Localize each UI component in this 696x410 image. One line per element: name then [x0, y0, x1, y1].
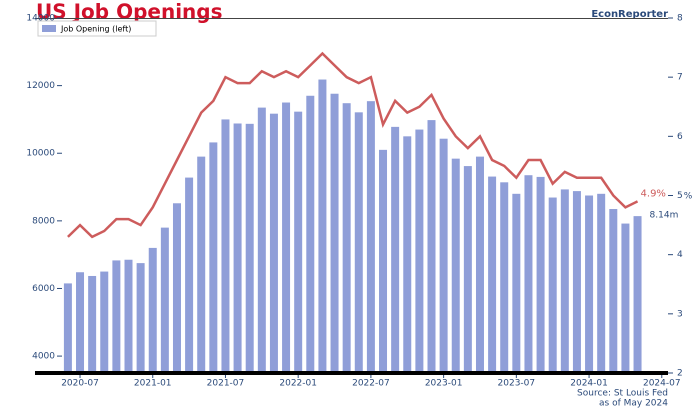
bar: [148, 247, 157, 373]
y-tick-label: 14000: [26, 14, 55, 24]
bar: [245, 123, 254, 373]
bar: [560, 189, 569, 373]
bar: [488, 176, 497, 373]
bar: [269, 113, 278, 373]
bar: [294, 111, 303, 374]
bar: [63, 283, 72, 373]
x-tick-label: 2023-07: [498, 379, 536, 389]
legend-swatch: [42, 25, 56, 32]
bar: [172, 203, 181, 373]
data-label: 8.14m: [650, 211, 679, 221]
bar: [185, 177, 194, 373]
y-tick-label: 4000: [32, 352, 55, 362]
bar: [282, 102, 291, 374]
source: Source: St Louis Fed: [577, 389, 668, 399]
y-tick-label: 8000: [32, 216, 55, 226]
bar: [76, 272, 85, 373]
bar: [197, 156, 206, 373]
x-tick-label: 2023-01: [425, 379, 463, 389]
data-label: 4.9%: [641, 188, 666, 199]
y2-tick-label: 3: [677, 309, 683, 319]
bar: [318, 79, 327, 374]
bar: [512, 193, 521, 373]
x-tick-label: 2024-07: [643, 379, 681, 389]
y2-tick-label: 5: [677, 191, 683, 201]
bar: [209, 142, 218, 373]
bar: [136, 263, 145, 373]
bar: [342, 103, 351, 373]
y2-tick-label: 6: [677, 132, 683, 142]
bar: [633, 216, 642, 373]
x-tick-label: 2020-07: [61, 379, 99, 389]
bar: [500, 182, 509, 373]
bar: [354, 112, 363, 373]
bar: [88, 275, 97, 373]
bar: [403, 136, 412, 373]
brand: EconReporter: [591, 9, 668, 20]
bar: [572, 191, 581, 373]
bar: [306, 95, 315, 373]
bar: [233, 123, 242, 373]
x-tick-label: 2022-07: [352, 379, 390, 389]
bar: [427, 120, 436, 373]
bar: [439, 138, 448, 373]
bar: [391, 126, 400, 373]
bar: [463, 166, 472, 373]
chart-title: US Job Openings: [36, 0, 223, 24]
y-tick-label: 10000: [26, 149, 55, 159]
x-tick-label: 2024-01: [570, 379, 608, 389]
bar: [379, 149, 388, 373]
bar: [257, 107, 266, 373]
bar: [585, 195, 594, 373]
legend-box: [37, 20, 157, 37]
bar: [597, 193, 606, 373]
x-tick-label: 2022-01: [279, 379, 317, 389]
bar: [112, 260, 121, 373]
bar: [524, 175, 533, 373]
y-tick-label: 6000: [32, 284, 55, 294]
y2-tick-label: 7: [677, 73, 683, 83]
bar: [100, 271, 109, 373]
bar: [366, 101, 375, 374]
bar: [124, 259, 133, 373]
bar: [609, 209, 618, 373]
x-tick-label: 2021-01: [134, 379, 172, 389]
bar: [536, 176, 545, 373]
bar: [451, 158, 460, 373]
y2-tick-label: 4: [677, 250, 683, 260]
y2-tick-label: 8: [677, 14, 683, 24]
bar: [621, 223, 630, 373]
y2-tick-label: 2: [677, 369, 683, 379]
bar: [330, 93, 339, 373]
line: [67, 51, 639, 239]
bar: [475, 156, 484, 373]
source: as of May 2024: [599, 399, 668, 409]
bar: [221, 119, 230, 373]
x-tick-label: 2021-07: [207, 379, 245, 389]
y2-axis-label: %: [684, 192, 693, 202]
bar: [160, 227, 169, 373]
y-tick-label: 12000: [26, 81, 55, 91]
legend-label: Job Opening (left): [60, 25, 131, 34]
bar: [415, 129, 424, 373]
bar: [548, 197, 557, 373]
